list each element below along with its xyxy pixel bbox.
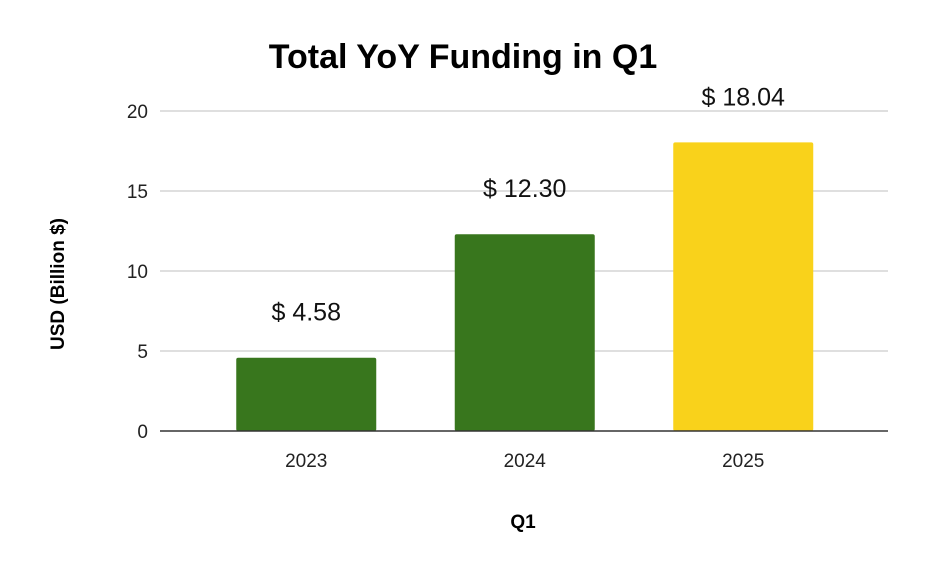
- chart-title: Total YoY Funding in Q1: [269, 38, 657, 76]
- bar-2023: [236, 357, 377, 431]
- bars: [236, 142, 814, 432]
- data-label: $ 4.58: [271, 299, 341, 327]
- y-tick-label: 20: [127, 102, 148, 123]
- x-axis-title: Q1: [510, 512, 536, 533]
- x-tick-label: 2024: [504, 451, 547, 472]
- y-axis-title: USD (Billion $): [48, 218, 69, 350]
- data-label: $ 12.30: [483, 175, 566, 203]
- y-tick-label: 0: [137, 422, 148, 443]
- bar-2024: [454, 234, 595, 431]
- y-tick-label: 10: [127, 262, 148, 283]
- y-axis-ticks: 0 5 10 15 20: [127, 102, 148, 443]
- y-tick-label: 5: [137, 342, 148, 363]
- data-labels: $ 4.58 $ 12.30 $ 18.04: [271, 83, 785, 326]
- x-tick-label: 2023: [285, 451, 327, 472]
- x-axis-ticks: 2023 2024 2025: [285, 451, 764, 472]
- y-tick-label: 15: [127, 182, 148, 203]
- bar-2025: [673, 142, 814, 432]
- data-label: $ 18.04: [702, 83, 786, 111]
- x-tick-label: 2025: [722, 451, 764, 472]
